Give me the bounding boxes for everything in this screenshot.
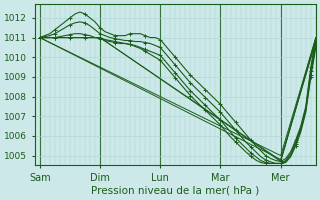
X-axis label: Pression niveau de la mer( hPa ): Pression niveau de la mer( hPa ) bbox=[91, 186, 260, 196]
